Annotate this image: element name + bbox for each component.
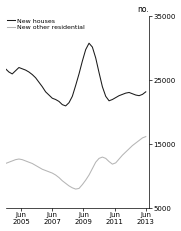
Legend: New houses, New other residential: New houses, New other residential: [7, 18, 85, 30]
Text: no.: no.: [137, 5, 149, 14]
